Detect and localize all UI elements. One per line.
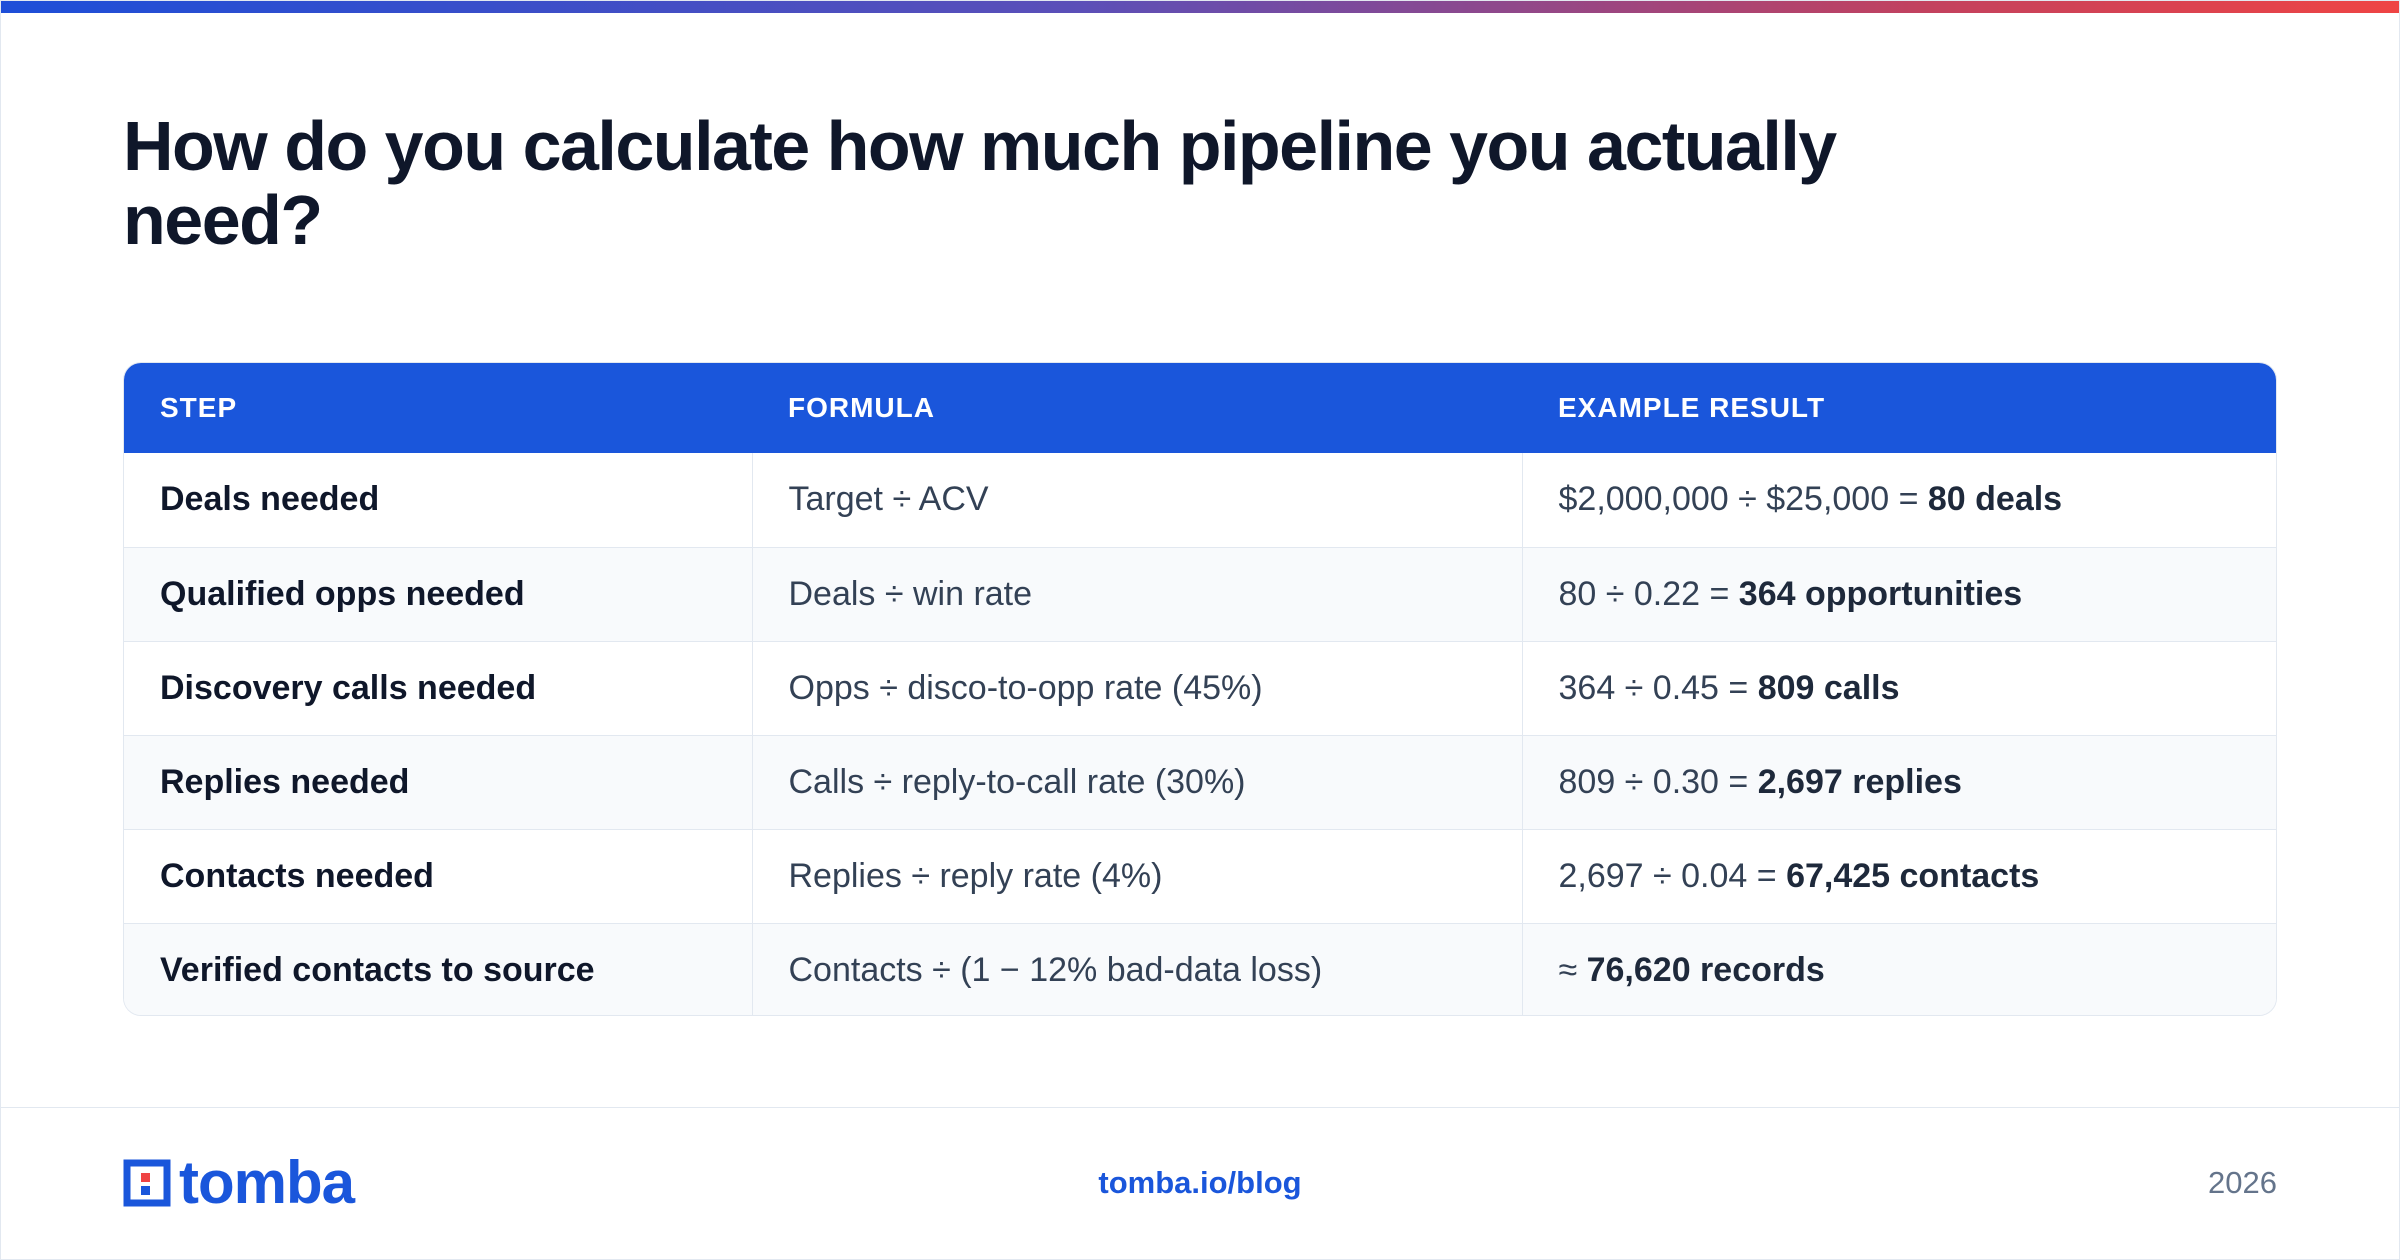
result-calculation: ≈ xyxy=(1558,950,1587,989)
table-row: Deals needed Target ÷ ACV $2,000,000 ÷ $… xyxy=(124,453,2276,547)
table-row: Discovery calls needed Opps ÷ disco-to-o… xyxy=(124,640,2276,735)
result-value: 809 calls xyxy=(1757,668,1900,707)
column-header-formula: FORMULA xyxy=(788,392,935,423)
tomba-logo[interactable]: tomba xyxy=(123,1149,355,1216)
table-row: Contacts needed Replies ÷ reply rate (4%… xyxy=(124,828,2276,923)
result-cell: 364 ÷ 0.45 = 809 calls xyxy=(1521,640,2276,735)
result-value: 2,697 replies xyxy=(1757,762,1962,801)
step-cell: Contacts needed xyxy=(124,828,752,923)
step-cell: Verified contacts to source xyxy=(124,922,752,1015)
logo-wordmark: tomba xyxy=(179,1149,355,1216)
footer-divider xyxy=(1,1107,2399,1108)
result-calculation: 2,697 ÷ 0.04 = xyxy=(1558,856,1787,895)
formula-cell: Deals ÷ win rate xyxy=(751,546,1522,641)
step-cell: Replies needed xyxy=(124,734,752,829)
result-cell: $2,000,000 ÷ $25,000 = 80 deals xyxy=(1521,453,2276,547)
pipeline-table: STEP FORMULA EXAMPLE RESULT Deals needed… xyxy=(124,363,2276,1015)
formula-cell: Opps ÷ disco-to-opp rate (45%) xyxy=(751,640,1522,735)
pipeline-table-card: STEP FORMULA EXAMPLE RESULT Deals needed… xyxy=(123,362,2277,1016)
result-calculation: $2,000,000 ÷ $25,000 = xyxy=(1558,480,1928,519)
result-value: 80 deals xyxy=(1927,480,2063,519)
step-cell: Discovery calls needed xyxy=(124,640,752,735)
formula-cell: Contacts ÷ (1 − 12% bad-data loss) xyxy=(751,922,1522,1015)
result-cell: 80 ÷ 0.22 = 364 opportunities xyxy=(1521,546,2276,641)
result-calculation: 80 ÷ 0.22 = xyxy=(1558,574,1739,613)
footer-year: 2026 xyxy=(2208,1165,2277,1200)
result-value: 67,425 contacts xyxy=(1786,856,2040,895)
result-calculation: 809 ÷ 0.30 = xyxy=(1558,762,1758,801)
column-header-example-result: EXAMPLE RESULT xyxy=(1558,392,1826,423)
gradient-accent-bar xyxy=(1,1,2399,13)
tomba-logo-mark-icon xyxy=(123,1159,171,1207)
step-cell: Qualified opps needed xyxy=(124,546,752,641)
table-row: Verified contacts to source Contacts ÷ (… xyxy=(124,922,2276,1015)
column-header-step: STEP xyxy=(160,392,238,423)
result-calculation: 364 ÷ 0.45 = xyxy=(1558,668,1758,707)
formula-cell: Calls ÷ reply-to-call rate (30%) xyxy=(751,734,1522,829)
blog-link[interactable]: tomba.io/blog xyxy=(1098,1165,1302,1200)
step-cell: Deals needed xyxy=(160,480,380,519)
formula-cell: Target ÷ ACV xyxy=(751,453,1522,547)
page-title: How do you calculate how much pipeline y… xyxy=(123,107,1837,259)
formula-cell: Replies ÷ reply rate (4%) xyxy=(751,828,1522,923)
table-row: Replies needed Calls ÷ reply-to-call rat… xyxy=(124,734,2276,829)
result-cell: ≈ 76,620 records xyxy=(1521,922,2276,1015)
table-row: Qualified opps needed Deals ÷ win rate 8… xyxy=(124,546,2276,641)
result-value: 364 opportunities xyxy=(1738,574,2023,613)
result-cell: 809 ÷ 0.30 = 2,697 replies xyxy=(1521,734,2276,829)
result-cell: 2,697 ÷ 0.04 = 67,425 contacts xyxy=(1521,828,2276,923)
result-value: 76,620 records xyxy=(1586,950,1825,989)
table-header-row: STEP FORMULA EXAMPLE RESULT xyxy=(124,363,2276,453)
